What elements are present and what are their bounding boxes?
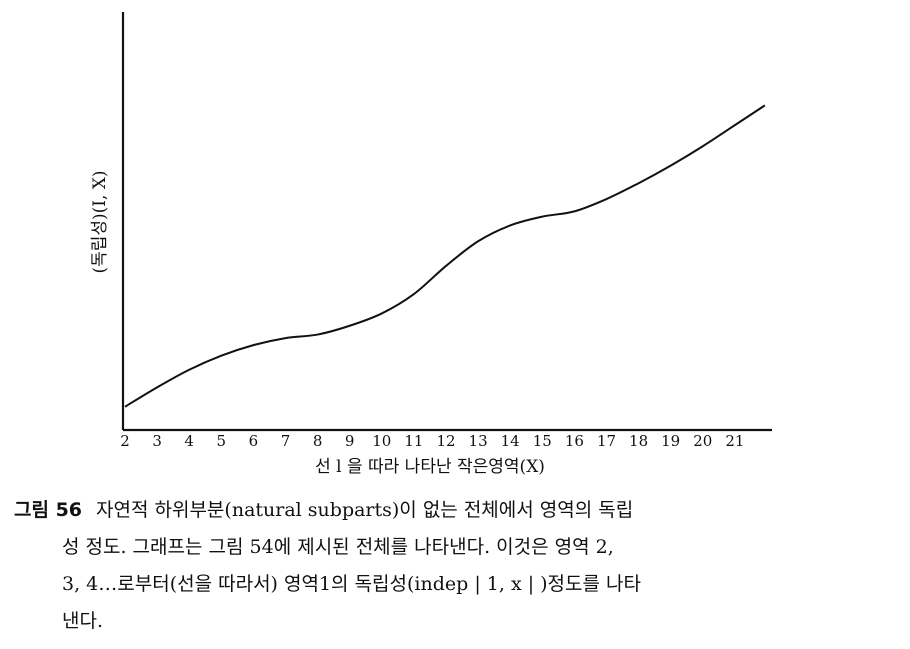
- chart-figure: 2 3 4 5 6 7 8 9 10 11 12 13 14 15 16 17 18 19 20 21 (독립성)(I…: [90, 12, 772, 477]
- x-tick-label: 20: [693, 432, 712, 450]
- y-axis-title: (독립성)(I, X): [90, 170, 110, 273]
- x-tick-label: 12: [436, 432, 455, 450]
- x-tick-label: 4: [184, 432, 194, 450]
- caption-line-4: 낸다.: [62, 610, 103, 632]
- figure-label: 그림 56: [14, 499, 83, 521]
- x-tick-label: 19: [661, 432, 680, 450]
- x-tick-label: 13: [469, 432, 488, 450]
- caption-line-3: 3, 4…로부터(선을 따라서) 영역1의 독립성(indep | 1, x |…: [62, 573, 642, 595]
- data-points: [125, 125, 735, 407]
- x-tick-label: 14: [501, 432, 520, 450]
- series-line: [124, 104, 766, 408]
- x-tick-label: 3: [152, 432, 162, 450]
- caption-line-2: 성 정도. 그래프는 그림 54에 제시된 전체를 나타낸다. 이것은 영역 2…: [62, 536, 614, 558]
- x-tick-label: 11: [404, 432, 423, 450]
- x-tick-label: 6: [249, 432, 259, 450]
- figure-caption: 그림 56 자연적 하위부분(natural subparts)이 없는 전체에서…: [14, 492, 894, 640]
- x-tick-label: 18: [629, 432, 648, 450]
- x-tick-label: 17: [597, 432, 616, 450]
- x-axis-title: 선 l 을 따라 나타난 작은영역(X): [315, 457, 545, 477]
- x-tick-labels: 2 3 4 5 6 7 8 9 10 11 12 13 14 15 16 17 18 19 20 21: [120, 432, 744, 450]
- x-tick-label: 16: [565, 432, 584, 450]
- x-tick-label: 2: [120, 432, 130, 450]
- x-tick-label: 5: [217, 432, 227, 450]
- x-tick-label: 7: [281, 432, 291, 450]
- x-tick-label: 8: [313, 432, 323, 450]
- x-tick-label: 21: [725, 432, 744, 450]
- x-tick-label: 15: [533, 432, 552, 450]
- caption-line-1: 그림 56 자연적 하위부분(natural subparts)이 없는 전체에서…: [14, 492, 894, 529]
- x-tick-label: 9: [345, 432, 355, 450]
- x-tick-label: 10: [372, 432, 391, 450]
- caption-text-1: 자연적 하위부분(natural subparts)이 없는 전체에서 영역의 …: [96, 499, 634, 521]
